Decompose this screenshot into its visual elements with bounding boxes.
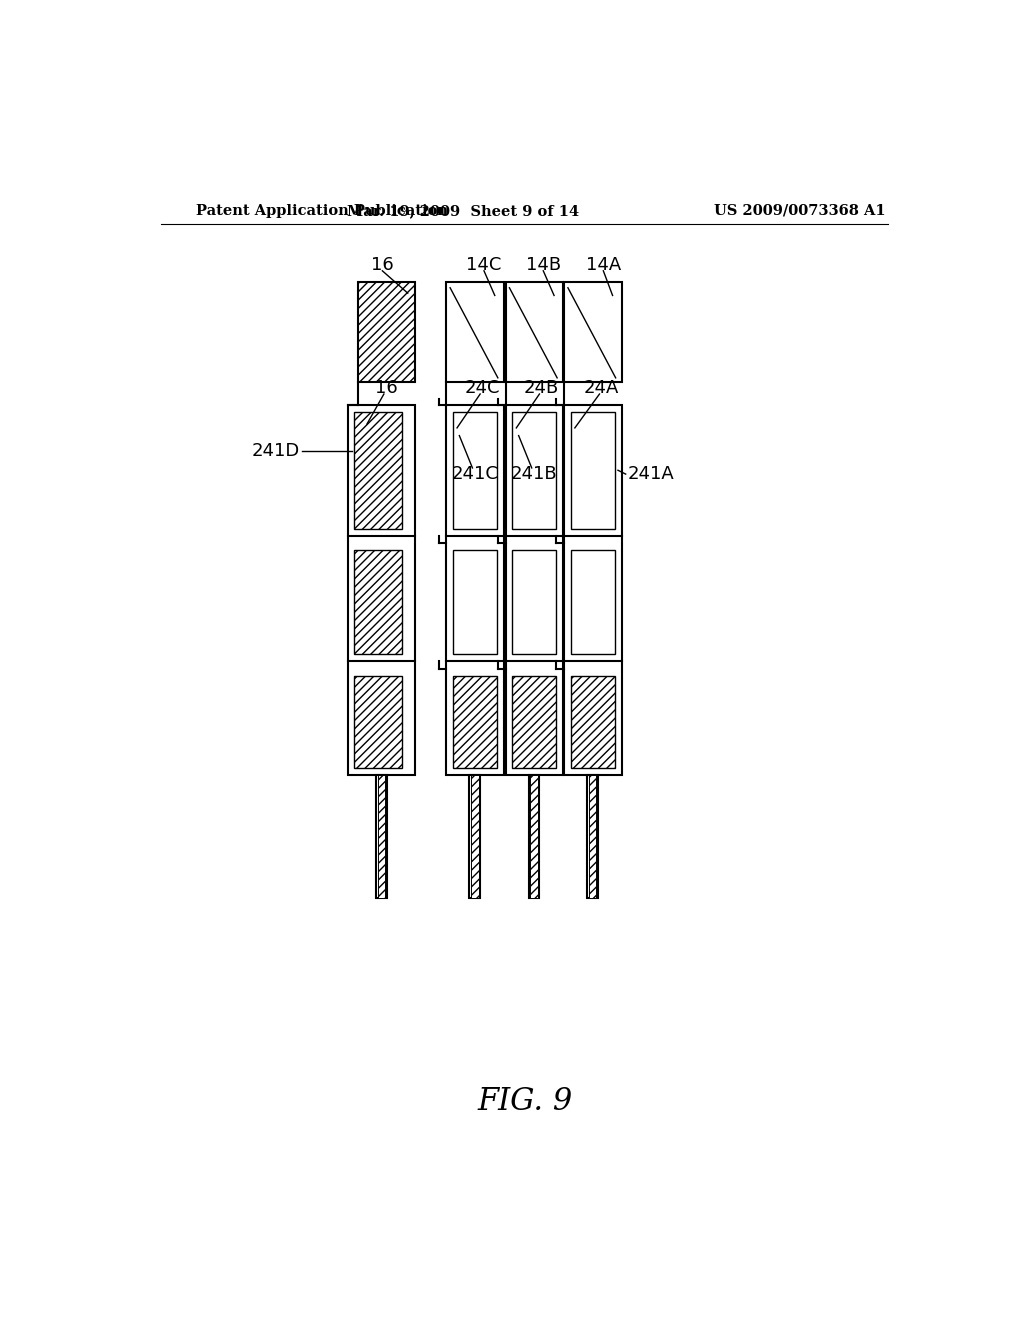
- Text: Mar. 19, 2009  Sheet 9 of 14: Mar. 19, 2009 Sheet 9 of 14: [347, 203, 580, 218]
- Text: 24C: 24C: [465, 379, 500, 397]
- Text: 16: 16: [375, 379, 397, 397]
- Text: 241A: 241A: [628, 465, 675, 483]
- Bar: [446, 405, 504, 775]
- Bar: [471, 775, 478, 898]
- Bar: [506, 405, 563, 775]
- Bar: [571, 412, 614, 529]
- Bar: [587, 775, 598, 898]
- Text: US 2009/0073368 A1: US 2009/0073368 A1: [714, 203, 886, 218]
- Bar: [528, 775, 540, 898]
- Text: FIG. 9: FIG. 9: [477, 1086, 572, 1117]
- Bar: [512, 676, 556, 768]
- Bar: [512, 412, 556, 529]
- Bar: [378, 775, 385, 898]
- Bar: [571, 550, 614, 655]
- Bar: [571, 676, 614, 768]
- Bar: [354, 676, 401, 768]
- Bar: [454, 676, 497, 768]
- Bar: [564, 281, 622, 381]
- Text: 16: 16: [371, 256, 393, 273]
- Bar: [469, 775, 480, 898]
- Bar: [357, 281, 416, 381]
- Text: Patent Application Publication: Patent Application Publication: [196, 203, 449, 218]
- Bar: [376, 775, 387, 898]
- Bar: [564, 405, 622, 775]
- Bar: [354, 412, 401, 529]
- Bar: [506, 281, 563, 381]
- Text: 14C: 14C: [466, 256, 502, 273]
- Text: 24A: 24A: [584, 379, 620, 397]
- Text: 14A: 14A: [586, 256, 621, 273]
- Text: 241D: 241D: [252, 442, 300, 459]
- Bar: [454, 412, 497, 529]
- Text: 24B: 24B: [524, 379, 559, 397]
- Bar: [454, 550, 497, 655]
- Bar: [354, 550, 401, 655]
- Bar: [446, 281, 504, 381]
- Text: 14B: 14B: [525, 256, 561, 273]
- Bar: [589, 775, 596, 898]
- Bar: [348, 405, 416, 775]
- Text: 241C: 241C: [452, 465, 499, 483]
- Text: 241B: 241B: [511, 465, 557, 483]
- Bar: [530, 775, 538, 898]
- Bar: [512, 550, 556, 655]
